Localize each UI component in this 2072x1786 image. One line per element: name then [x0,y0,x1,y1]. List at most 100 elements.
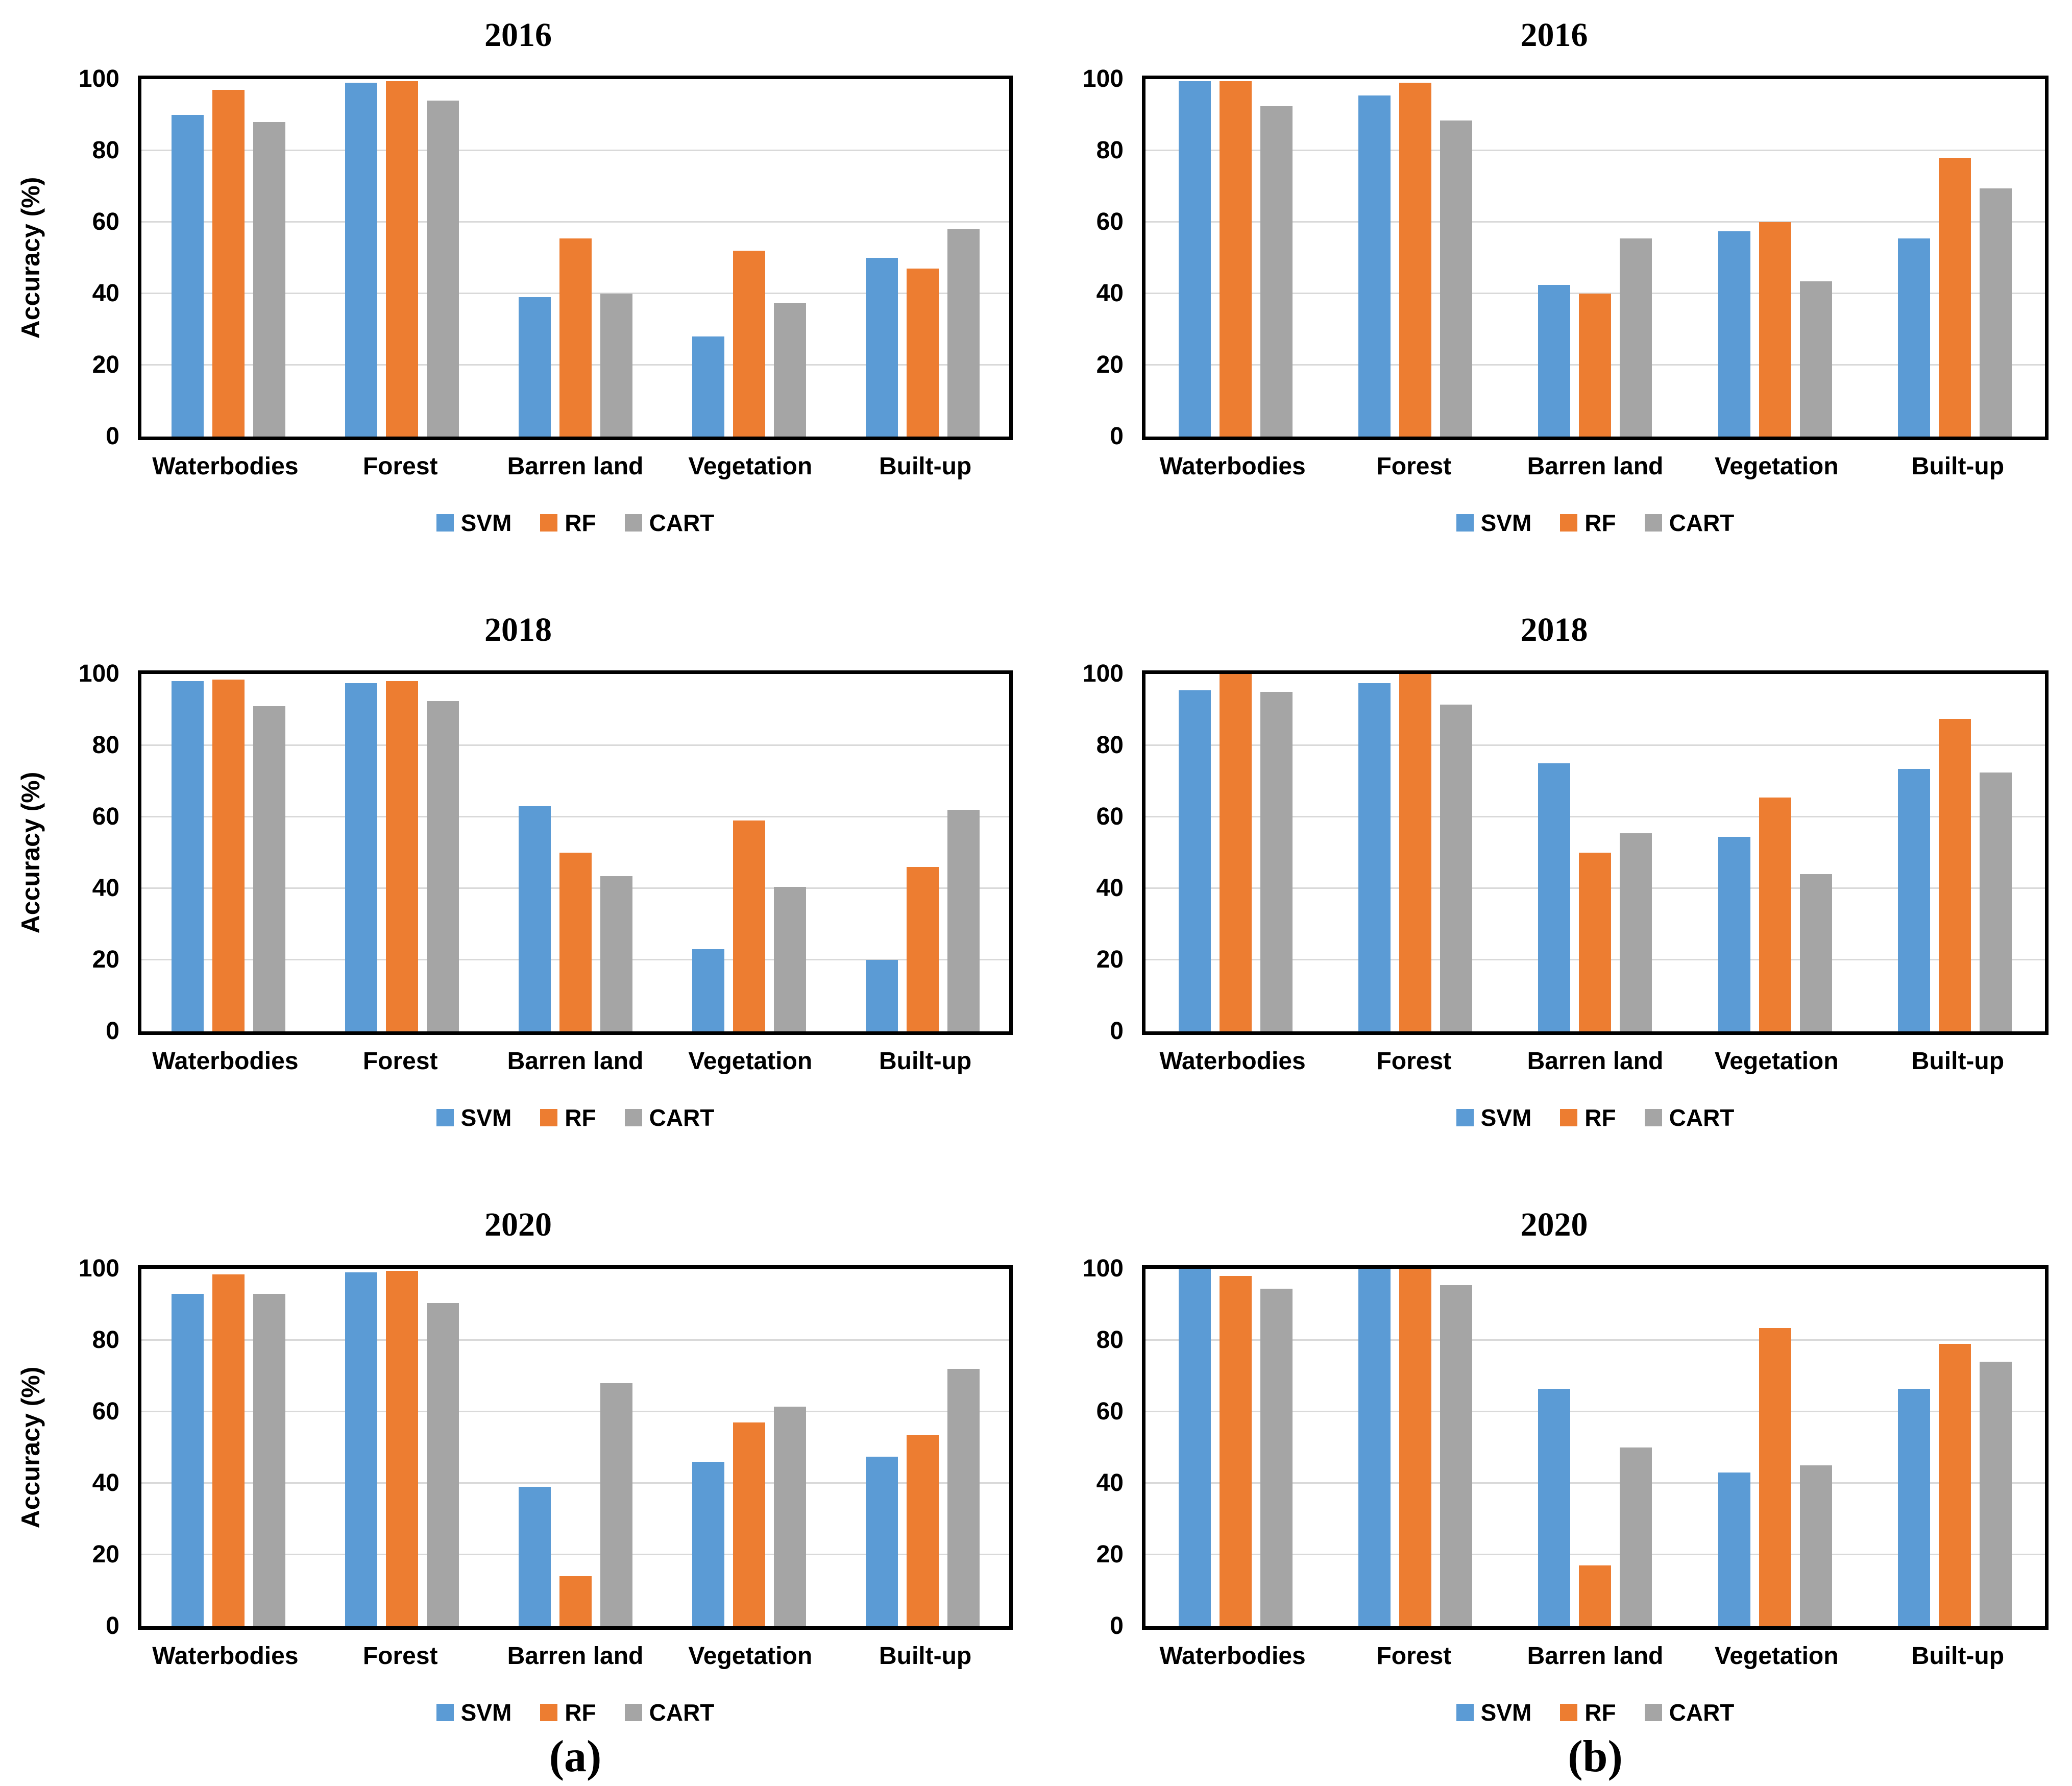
legend-swatch-icon [436,1109,454,1126]
gridline [141,816,1009,817]
bar-group [865,79,980,437]
bar-svm-forest [345,83,377,437]
bar-rf-barren-land [559,238,592,437]
x-category-label: Barren land [507,453,644,480]
bar-svm-built-up [1898,238,1931,437]
legend-swatch-icon [1560,514,1578,532]
bar-group [1898,674,2012,1031]
legend-label: RF [565,1699,596,1726]
y-tick-label: 80 [92,1326,119,1354]
bar-group [345,674,459,1031]
legend-label: SVM [460,510,512,536]
bar-cart-waterbodies [1260,106,1293,437]
x-category-label: Vegetation [688,453,813,480]
bar-rf-vegetation [733,820,765,1031]
bar-svm-barren-land [1538,284,1571,437]
chart-title-wrap: 2016 [1036,0,2072,57]
chart-title: 2018 [484,611,552,648]
bar-cart-waterbodies [253,122,285,437]
y-tick-label: 60 [92,803,119,830]
y-axis-title: Accuracy (%) [16,771,45,934]
y-axis-title-column: Accuracy (%) [0,670,61,1132]
bar-group [1538,1269,1652,1626]
legend-swatch-icon [1644,1704,1662,1721]
bar-cart-vegetation [1799,874,1832,1031]
bar-rf-waterbodies [212,90,245,437]
legend-item-cart: CART [1644,1104,1734,1131]
bar-group [171,79,285,437]
plot-column: Waterbodies Forest Barren land Vegetation Bu… [1142,76,2049,537]
x-category-label: Waterbodies [152,1048,299,1075]
bar-svm-built-up [865,258,898,437]
bar-cart-barren-land [1620,1447,1652,1626]
bar-cart-forest [426,701,459,1031]
bar-svm-forest [1358,1269,1391,1626]
legend-swatch-icon [1644,514,1662,532]
bar-cart-forest [1440,704,1473,1031]
y-tick-label: 40 [92,1469,119,1497]
bar-group [692,674,806,1031]
chart-title: 2016 [484,16,552,54]
x-category-label: Waterbodies [152,453,299,480]
x-category-label: Forest [362,1048,438,1075]
legend-swatch-icon [1560,1109,1578,1126]
bar-rf-built-up [906,1435,939,1626]
bar-svm-forest [345,683,377,1031]
x-category-label: Waterbodies [1159,1643,1306,1670]
bar-cart-built-up [1980,772,2012,1031]
chart-title-wrap: 2020 [0,1190,1036,1247]
chart-title: 2018 [1520,611,1588,648]
x-category-label: Vegetation [688,1048,813,1075]
legend-item-cart: CART [624,1699,714,1726]
legend-label: SVM [460,1104,512,1131]
bar-svm-vegetation [1718,836,1750,1031]
bar-rf-waterbodies [1219,674,1252,1031]
panel-caption: (b) [1568,1732,1623,1781]
bar-rf-barren-land [1579,294,1612,437]
legend-item-rf: RF [1560,1104,1616,1131]
bar-rf-built-up [906,867,939,1031]
chart-body: 0 20 40 60 80 100 Waterbodies Forest Barren lan… [1036,1257,2072,1782]
bar-group [518,674,632,1031]
legend-label: SVM [1480,1104,1532,1131]
legend-label: SVM [1480,510,1532,536]
legend-item-rf: RF [1560,1699,1616,1726]
legend-item-svm: SVM [436,509,512,537]
bar-group [865,1269,980,1626]
bar-svm-vegetation [692,949,724,1031]
x-category-label: Barren land [1527,1048,1664,1075]
bar-cart-waterbodies [1260,1288,1293,1626]
bar-group [1718,1269,1832,1626]
y-tick-label: 100 [78,65,119,92]
bar-rf-barren-land [559,853,592,1031]
y-tick-label: 60 [1096,803,1124,830]
bar-svm-vegetation [692,336,724,437]
bar-rf-waterbodies [212,679,245,1031]
bar-group [1718,674,1832,1031]
bar-groups [141,1269,1009,1626]
chart-title-wrap: 2020 [1036,1190,2072,1247]
legend-label: CART [1669,510,1735,536]
legend: SVM RF CART [138,509,1013,537]
bar-group [518,79,632,437]
bar-cart-vegetation [773,886,806,1031]
bar-cart-forest [426,101,459,437]
legend-item-rf: RF [540,1699,596,1726]
gridline [141,1411,1009,1412]
bar-group [692,79,806,437]
bar-rf-forest [385,1270,418,1626]
x-category-label: Vegetation [1714,1048,1839,1075]
legend-item-svm: SVM [436,1104,512,1131]
bar-cart-barren-land [1620,238,1652,437]
y-tick-label: 40 [1096,280,1124,307]
plot-column: Waterbodies Forest Barren land Vegetation Bu… [1142,670,2049,1132]
bar-rf-barren-land [1579,853,1612,1031]
chart-panel: 2018 0 20 40 60 80 100 Waterbodies Forest Barre… [1036,595,2072,1190]
x-category-label: Built-up [1911,1643,2005,1670]
bar-rf-vegetation [1759,222,1791,437]
bar-groups [1145,674,2045,1031]
y-tick-label: 40 [92,280,119,307]
bar-group [1358,79,1473,437]
bar-cart-built-up [947,810,980,1031]
chart-title-wrap: 2018 [1036,595,2072,652]
